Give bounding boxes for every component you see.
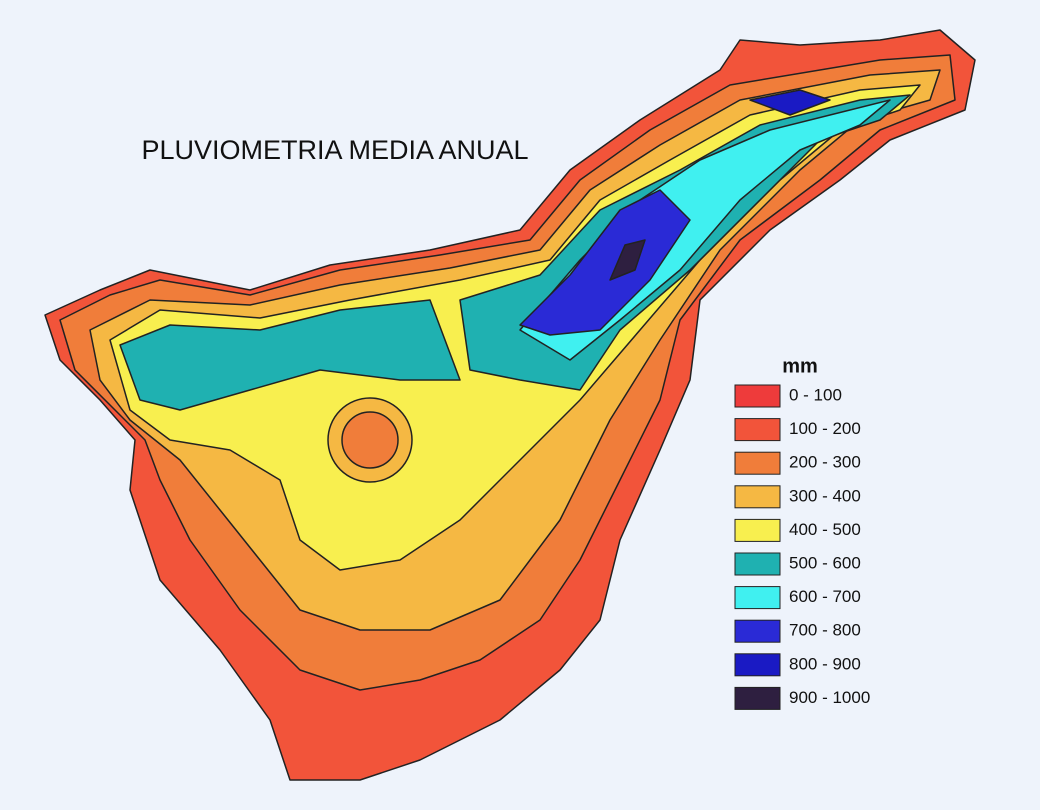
legend-swatch [734,518,781,542]
legend-label: 300 - 400 [789,486,861,505]
zone [341,411,399,469]
island [44,29,976,781]
legend: 0 - 100 100 - 200 200 - 300 300 - 400 400 - … [734,384,870,710]
legend-label: 700 - 800 [789,621,861,640]
legend-swatch [734,619,781,643]
legend-label: 400 - 500 [789,520,861,539]
map-title: PLUVIOMETRIA MEDIA ANUAL [141,135,528,165]
legend-label: 500 - 600 [789,553,861,572]
legend-swatch [734,686,781,710]
legend-label: 200 - 300 [789,453,861,472]
zone [119,299,461,411]
legend-swatch [734,586,781,610]
legend-swatch [734,552,781,576]
legend-label: 600 - 700 [789,587,861,606]
zone [519,189,691,336]
legend-swatch [734,384,781,408]
legend-swatch [734,451,781,475]
zone [749,89,831,116]
legend-swatch [734,418,781,442]
legend-label: 800 - 900 [789,654,861,673]
legend-title: mm [782,355,818,377]
legend-label: 0 - 100 [789,385,842,404]
zone [609,239,646,281]
legend-swatch [734,653,781,677]
legend-label: 100 - 200 [789,419,861,438]
legend-label: 900 - 1000 [789,688,870,707]
legend-swatch [734,485,781,509]
